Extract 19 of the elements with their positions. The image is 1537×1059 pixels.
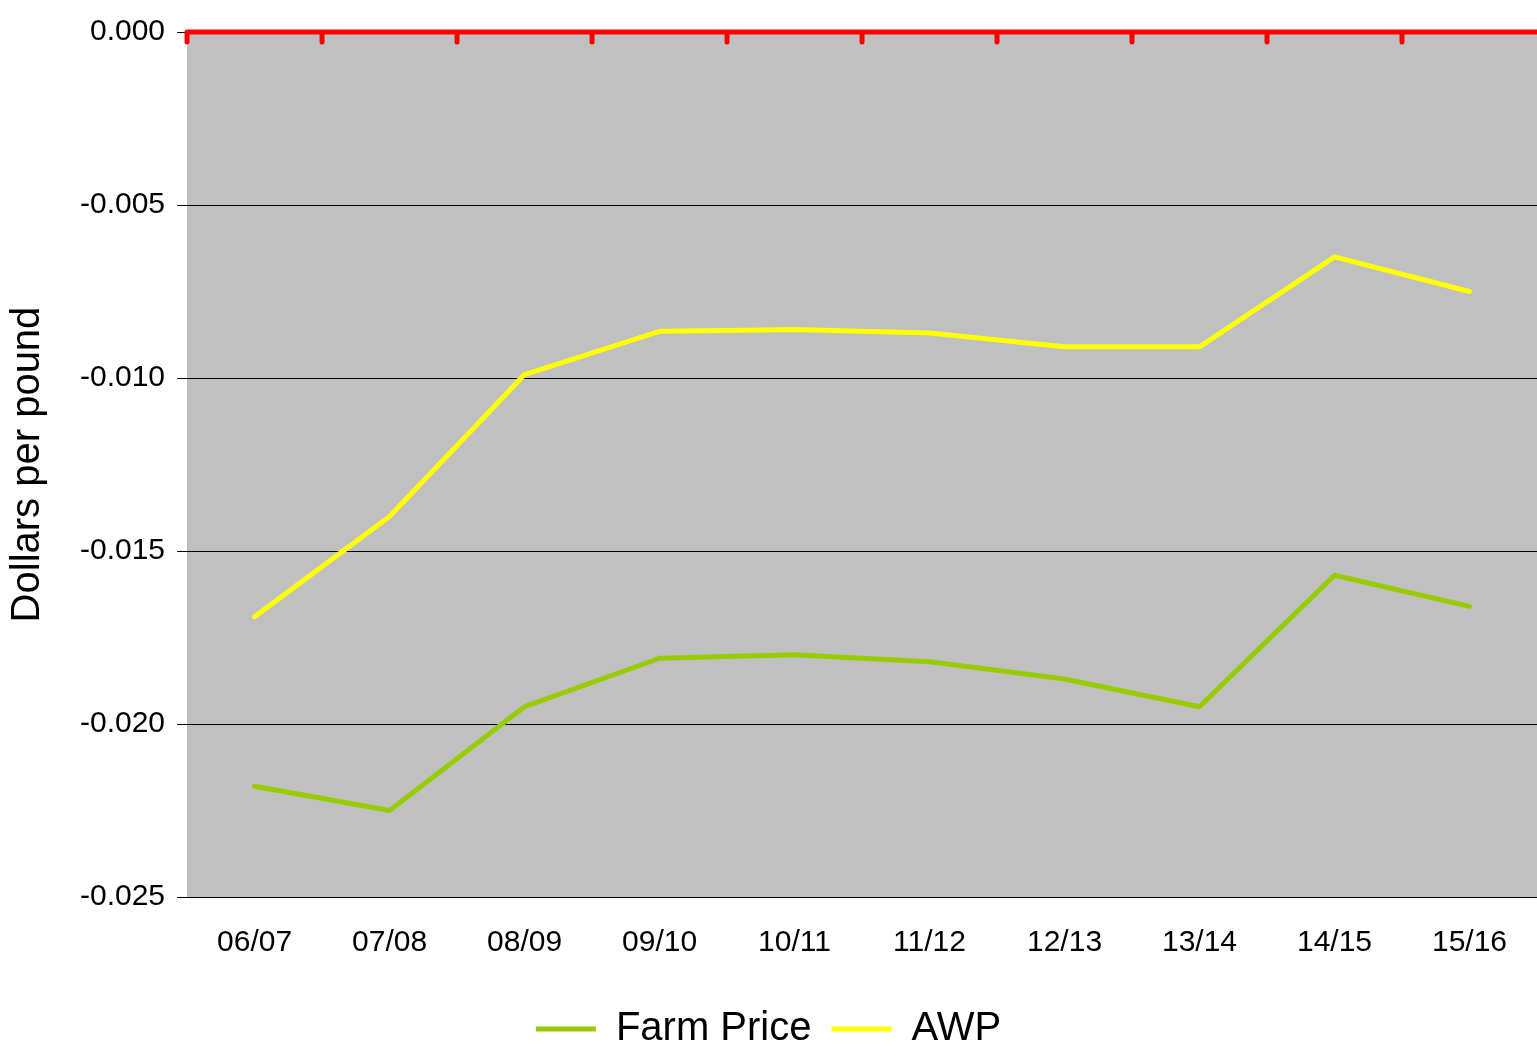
legend-label: AWP (911, 1004, 1002, 1049)
x-tick-label: 10/11 (758, 924, 831, 958)
y-tick-label: -0.025 (79, 878, 166, 912)
y-tick-label: -0.015 (79, 532, 166, 566)
y-tick-label: 0.000 (89, 13, 166, 47)
y-tick-label: -0.005 (79, 186, 166, 220)
y-tick-label: -0.020 (79, 705, 166, 739)
x-tick-label: 11/12 (893, 924, 966, 958)
x-tick-label: 14/15 (1296, 924, 1373, 958)
x-tick-label: 15/16 (1431, 924, 1508, 958)
x-tick-label: 13/14 (1161, 924, 1238, 958)
y-tick-label: -0.010 (79, 359, 166, 393)
x-tick-label: 12/13 (1026, 924, 1103, 958)
y-axis-title: Dollars per pound (3, 306, 48, 623)
x-tick-label: 08/09 (487, 924, 563, 958)
legend-label: Farm Price (615, 1004, 812, 1049)
x-tick-label: 07/08 (352, 924, 428, 958)
x-tick-label: 09/10 (622, 924, 698, 958)
x-tick-label: 06/07 (217, 924, 293, 958)
